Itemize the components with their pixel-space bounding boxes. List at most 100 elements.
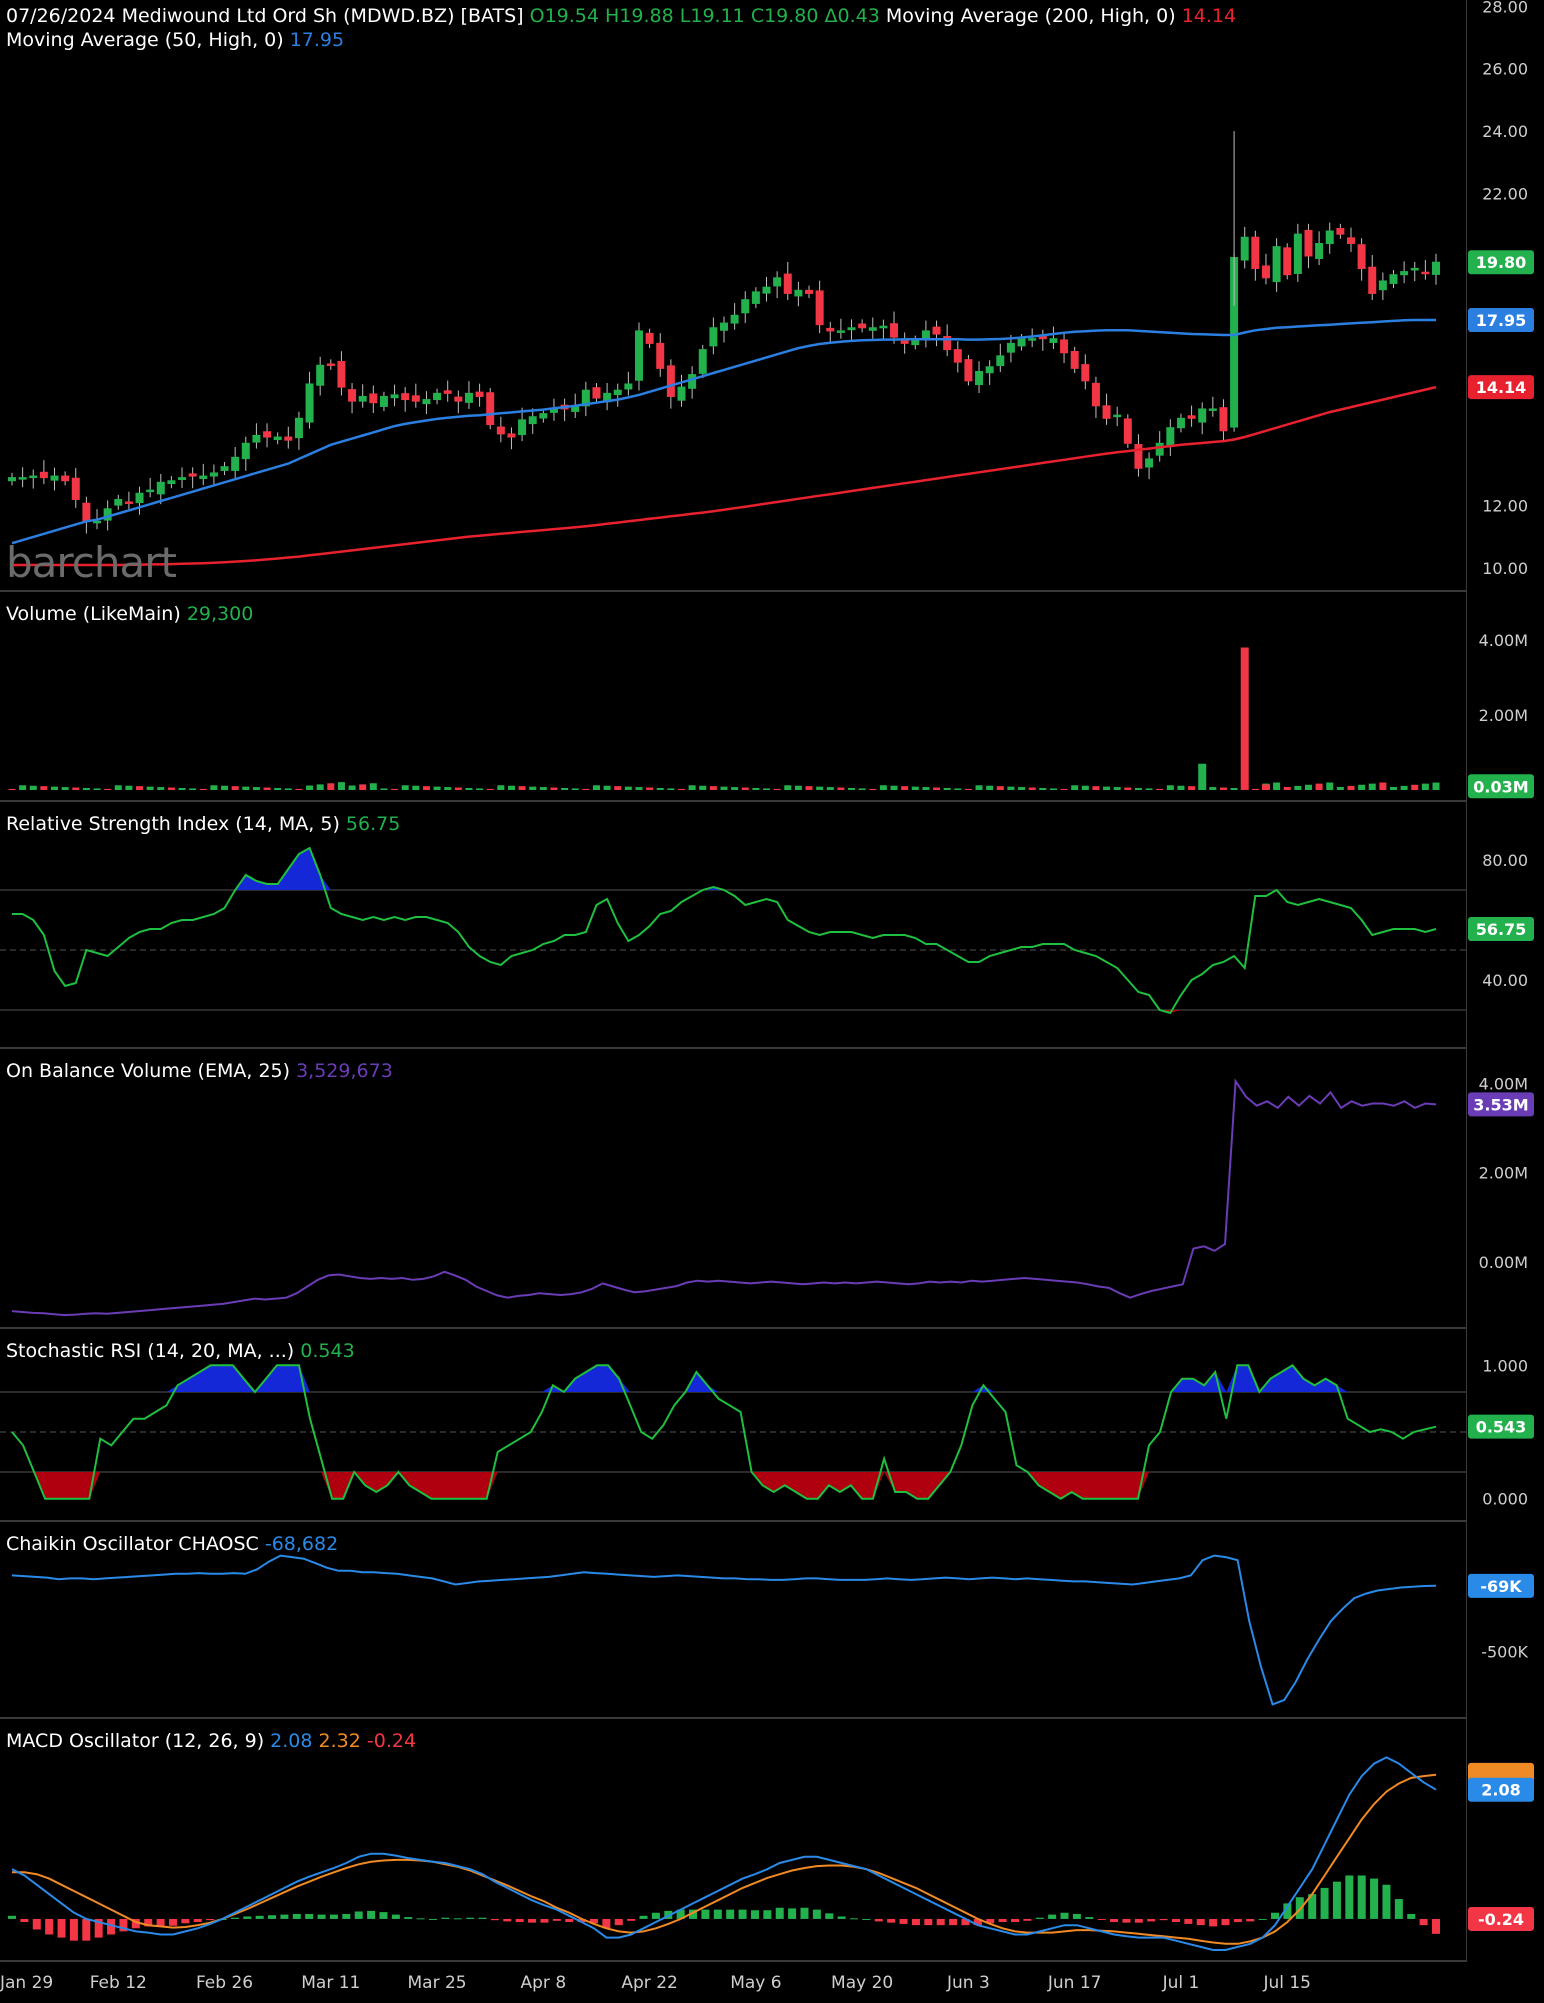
volume-bar: [943, 787, 951, 790]
volume-bar: [114, 785, 122, 790]
macd-histogram-bar: [887, 1918, 896, 1923]
price-candle: [666, 365, 675, 397]
price-candle: [167, 480, 176, 485]
price-candle: [39, 471, 48, 479]
macd-histogram-bar: [726, 1909, 735, 1919]
price-candle: [879, 325, 888, 329]
macd-histogram-bar: [713, 1909, 722, 1919]
volume-bar: [561, 787, 569, 790]
volume-bar: [274, 787, 282, 790]
price-candle: [826, 327, 835, 332]
volume-bar: [295, 788, 303, 790]
volume-bar: [826, 787, 834, 790]
macd-histogram-bar: [1122, 1918, 1131, 1923]
price-candle: [496, 426, 505, 435]
price-candle: [847, 327, 856, 331]
macd-histogram-bar: [32, 1918, 41, 1930]
macd-histogram-bar: [131, 1918, 140, 1929]
macd-histogram-bar: [837, 1916, 846, 1919]
price-candle: [1251, 236, 1260, 269]
price-candle: [8, 477, 16, 482]
macd-histogram-bar: [453, 1918, 462, 1920]
volume-bar: [1103, 786, 1111, 790]
price-candle: [124, 501, 133, 504]
macd-histogram-bar: [367, 1910, 376, 1919]
ma200-label[interactable]: Moving Average (200, High, 0): [885, 5, 1176, 27]
x-axis-tick: Feb 12: [90, 1973, 147, 1993]
price-candle: [18, 477, 27, 480]
ma50-label[interactable]: Moving Average (50, High, 0): [6, 29, 284, 51]
macd-histogram-bar: [490, 1918, 499, 1921]
price-candle: [390, 394, 399, 399]
price-last-badge: 19.80: [1476, 253, 1527, 272]
volume-bar: [1039, 787, 1047, 790]
macd-histogram-bar: [589, 1918, 598, 1924]
x-axis-tick: Apr 8: [521, 1973, 567, 1993]
price-candle: [1421, 271, 1430, 275]
volume-bar: [975, 785, 983, 790]
price-candle: [1145, 458, 1154, 468]
volume-bar: [1188, 786, 1196, 790]
rsi-header: Relative Strength Index (14, MA, 5) 56.7…: [6, 812, 400, 836]
volume-bar: [221, 785, 229, 790]
price-candle: [656, 342, 665, 369]
volume-bar: [1113, 787, 1121, 790]
macd-histogram-bar: [391, 1914, 400, 1919]
price-candle: [1028, 338, 1037, 341]
price-candle: [1208, 408, 1217, 411]
macd-histogram-bar: [1060, 1912, 1069, 1919]
rsi-label[interactable]: Relative Strength Index (14, MA, 5): [6, 813, 340, 835]
macd-histogram-bar: [850, 1918, 859, 1920]
volume-bar: [1411, 784, 1419, 790]
macd-histogram-bar: [94, 1918, 103, 1938]
macd-histogram-bar: [1196, 1918, 1205, 1926]
macd-histogram-bar: [1159, 1918, 1168, 1921]
chaikin-last-badge-bg: [1468, 1573, 1534, 1598]
price-candle: [1272, 246, 1281, 283]
price-candle: [326, 363, 335, 366]
volume-bar: [635, 787, 643, 790]
macd-histogram-bar: [528, 1918, 537, 1923]
macd-histogram-bar: [1394, 1899, 1403, 1919]
volume-ytick: 4.00M: [1479, 631, 1528, 650]
volume-bar: [19, 785, 27, 790]
price-candle: [1219, 407, 1228, 432]
ohlc-close: C19.80: [750, 5, 819, 27]
macd-histogram-bar: [998, 1918, 1007, 1923]
volume-bar: [327, 783, 335, 790]
macd-histogram-bar: [1035, 1917, 1044, 1919]
macd-histogram-bar: [1010, 1918, 1019, 1923]
price-ytick: 12.00: [1482, 497, 1528, 516]
ma200-badge: 14.14: [1476, 378, 1527, 397]
macd-histogram-bar: [441, 1917, 450, 1919]
price-ytick: 24.00: [1482, 122, 1528, 141]
chaikin-label[interactable]: Chaikin Oscillator CHAOSC: [6, 1533, 259, 1555]
macd-histogram-bar: [812, 1909, 821, 1919]
volume-bar: [125, 785, 133, 790]
price-candle: [411, 395, 420, 402]
volume-value: 29,300: [186, 603, 254, 625]
volume-label[interactable]: Volume (LikeMain): [6, 603, 181, 625]
macd-histogram-bar: [565, 1918, 574, 1923]
volume-bar: [1304, 784, 1312, 790]
volume-bar: [337, 782, 345, 790]
volume-bar: [1389, 787, 1397, 790]
rsi-last-badge-bg: [1468, 917, 1534, 941]
macd-histogram-bar: [1023, 1918, 1032, 1921]
ohlc-change: Δ0.43: [824, 5, 880, 27]
price-candle: [634, 330, 643, 381]
stochrsi-label[interactable]: Stochastic RSI (14, 20, MA, ...): [6, 1340, 295, 1362]
macd-histogram-bar: [874, 1918, 883, 1922]
macd-histogram-bar: [416, 1918, 425, 1920]
symbol-name[interactable]: Mediwound Ltd Ord Sh (MDWD.BZ) [BATS]: [121, 5, 524, 27]
volume-bar: [1049, 788, 1057, 790]
price-candle: [146, 489, 155, 493]
obv-label[interactable]: On Balance Volume (EMA, 25): [6, 1060, 291, 1082]
macd-value-1: 2.08: [270, 1730, 313, 1752]
volume-bar: [1273, 782, 1281, 790]
volume-bar: [996, 786, 1004, 790]
macd-label[interactable]: MACD Oscillator (12, 26, 9): [6, 1730, 265, 1752]
volume-bar: [571, 788, 579, 790]
price-candle: [1293, 233, 1302, 274]
macd-histogram-bar: [466, 1917, 475, 1919]
